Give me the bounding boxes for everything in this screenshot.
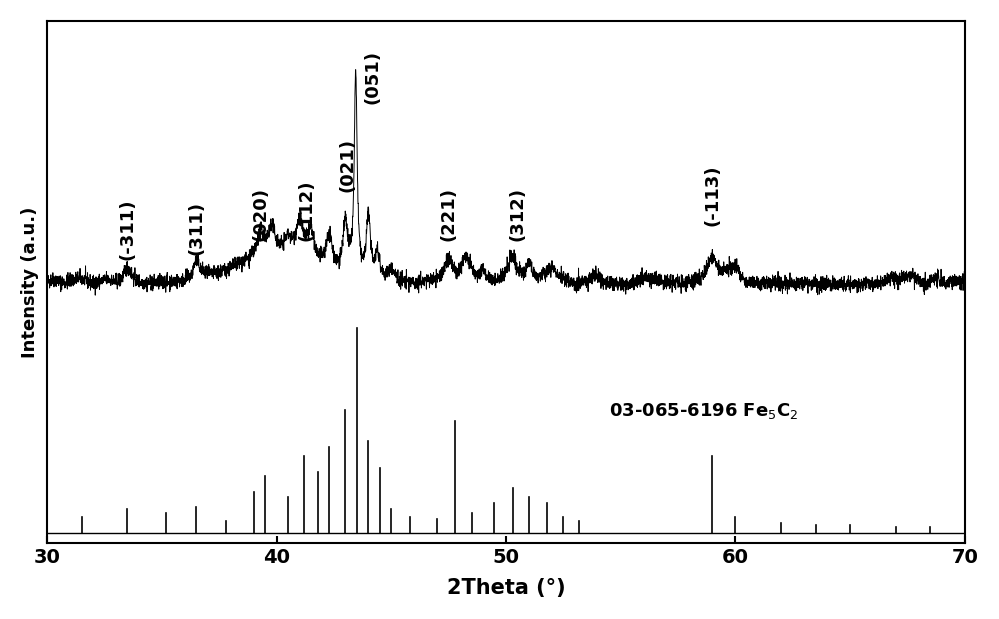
Y-axis label: Intensity (a.u.): Intensity (a.u.) [21,206,39,358]
Text: (311): (311) [187,201,205,255]
Text: 03-065-6196 Fe$_5$C$_2$: 03-065-6196 Fe$_5$C$_2$ [609,401,798,422]
Text: (051): (051) [364,50,382,104]
Text: (312): (312) [508,186,526,241]
X-axis label: 2Theta (°): 2Theta (°) [447,578,565,598]
Text: (221): (221) [440,186,458,241]
Text: (-311): (-311) [119,199,137,260]
Text: (-113): (-113) [703,165,721,226]
Text: (021): (021) [339,137,357,192]
Text: (-112): (-112) [298,179,316,241]
Text: (020): (020) [252,186,270,241]
